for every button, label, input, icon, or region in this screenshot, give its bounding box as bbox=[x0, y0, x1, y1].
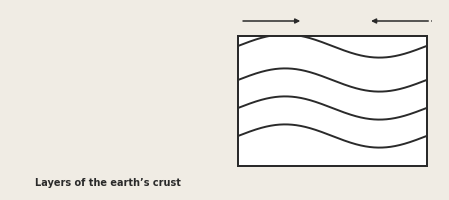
Bar bbox=[238, 36, 427, 166]
Bar bbox=[233, 166, 431, 196]
Bar bbox=[18, 36, 198, 166]
Bar bbox=[233, 6, 431, 36]
Bar bbox=[238, 36, 427, 166]
Text: Layers of the earth’s crust: Layers of the earth’s crust bbox=[35, 178, 180, 188]
Bar bbox=[427, 34, 449, 168]
Bar bbox=[238, 36, 427, 166]
Text: Compression of the crust leads to the
formation of fold mountains.: Compression of the crust leads to the fo… bbox=[247, 174, 418, 193]
Bar bbox=[0, 34, 238, 168]
